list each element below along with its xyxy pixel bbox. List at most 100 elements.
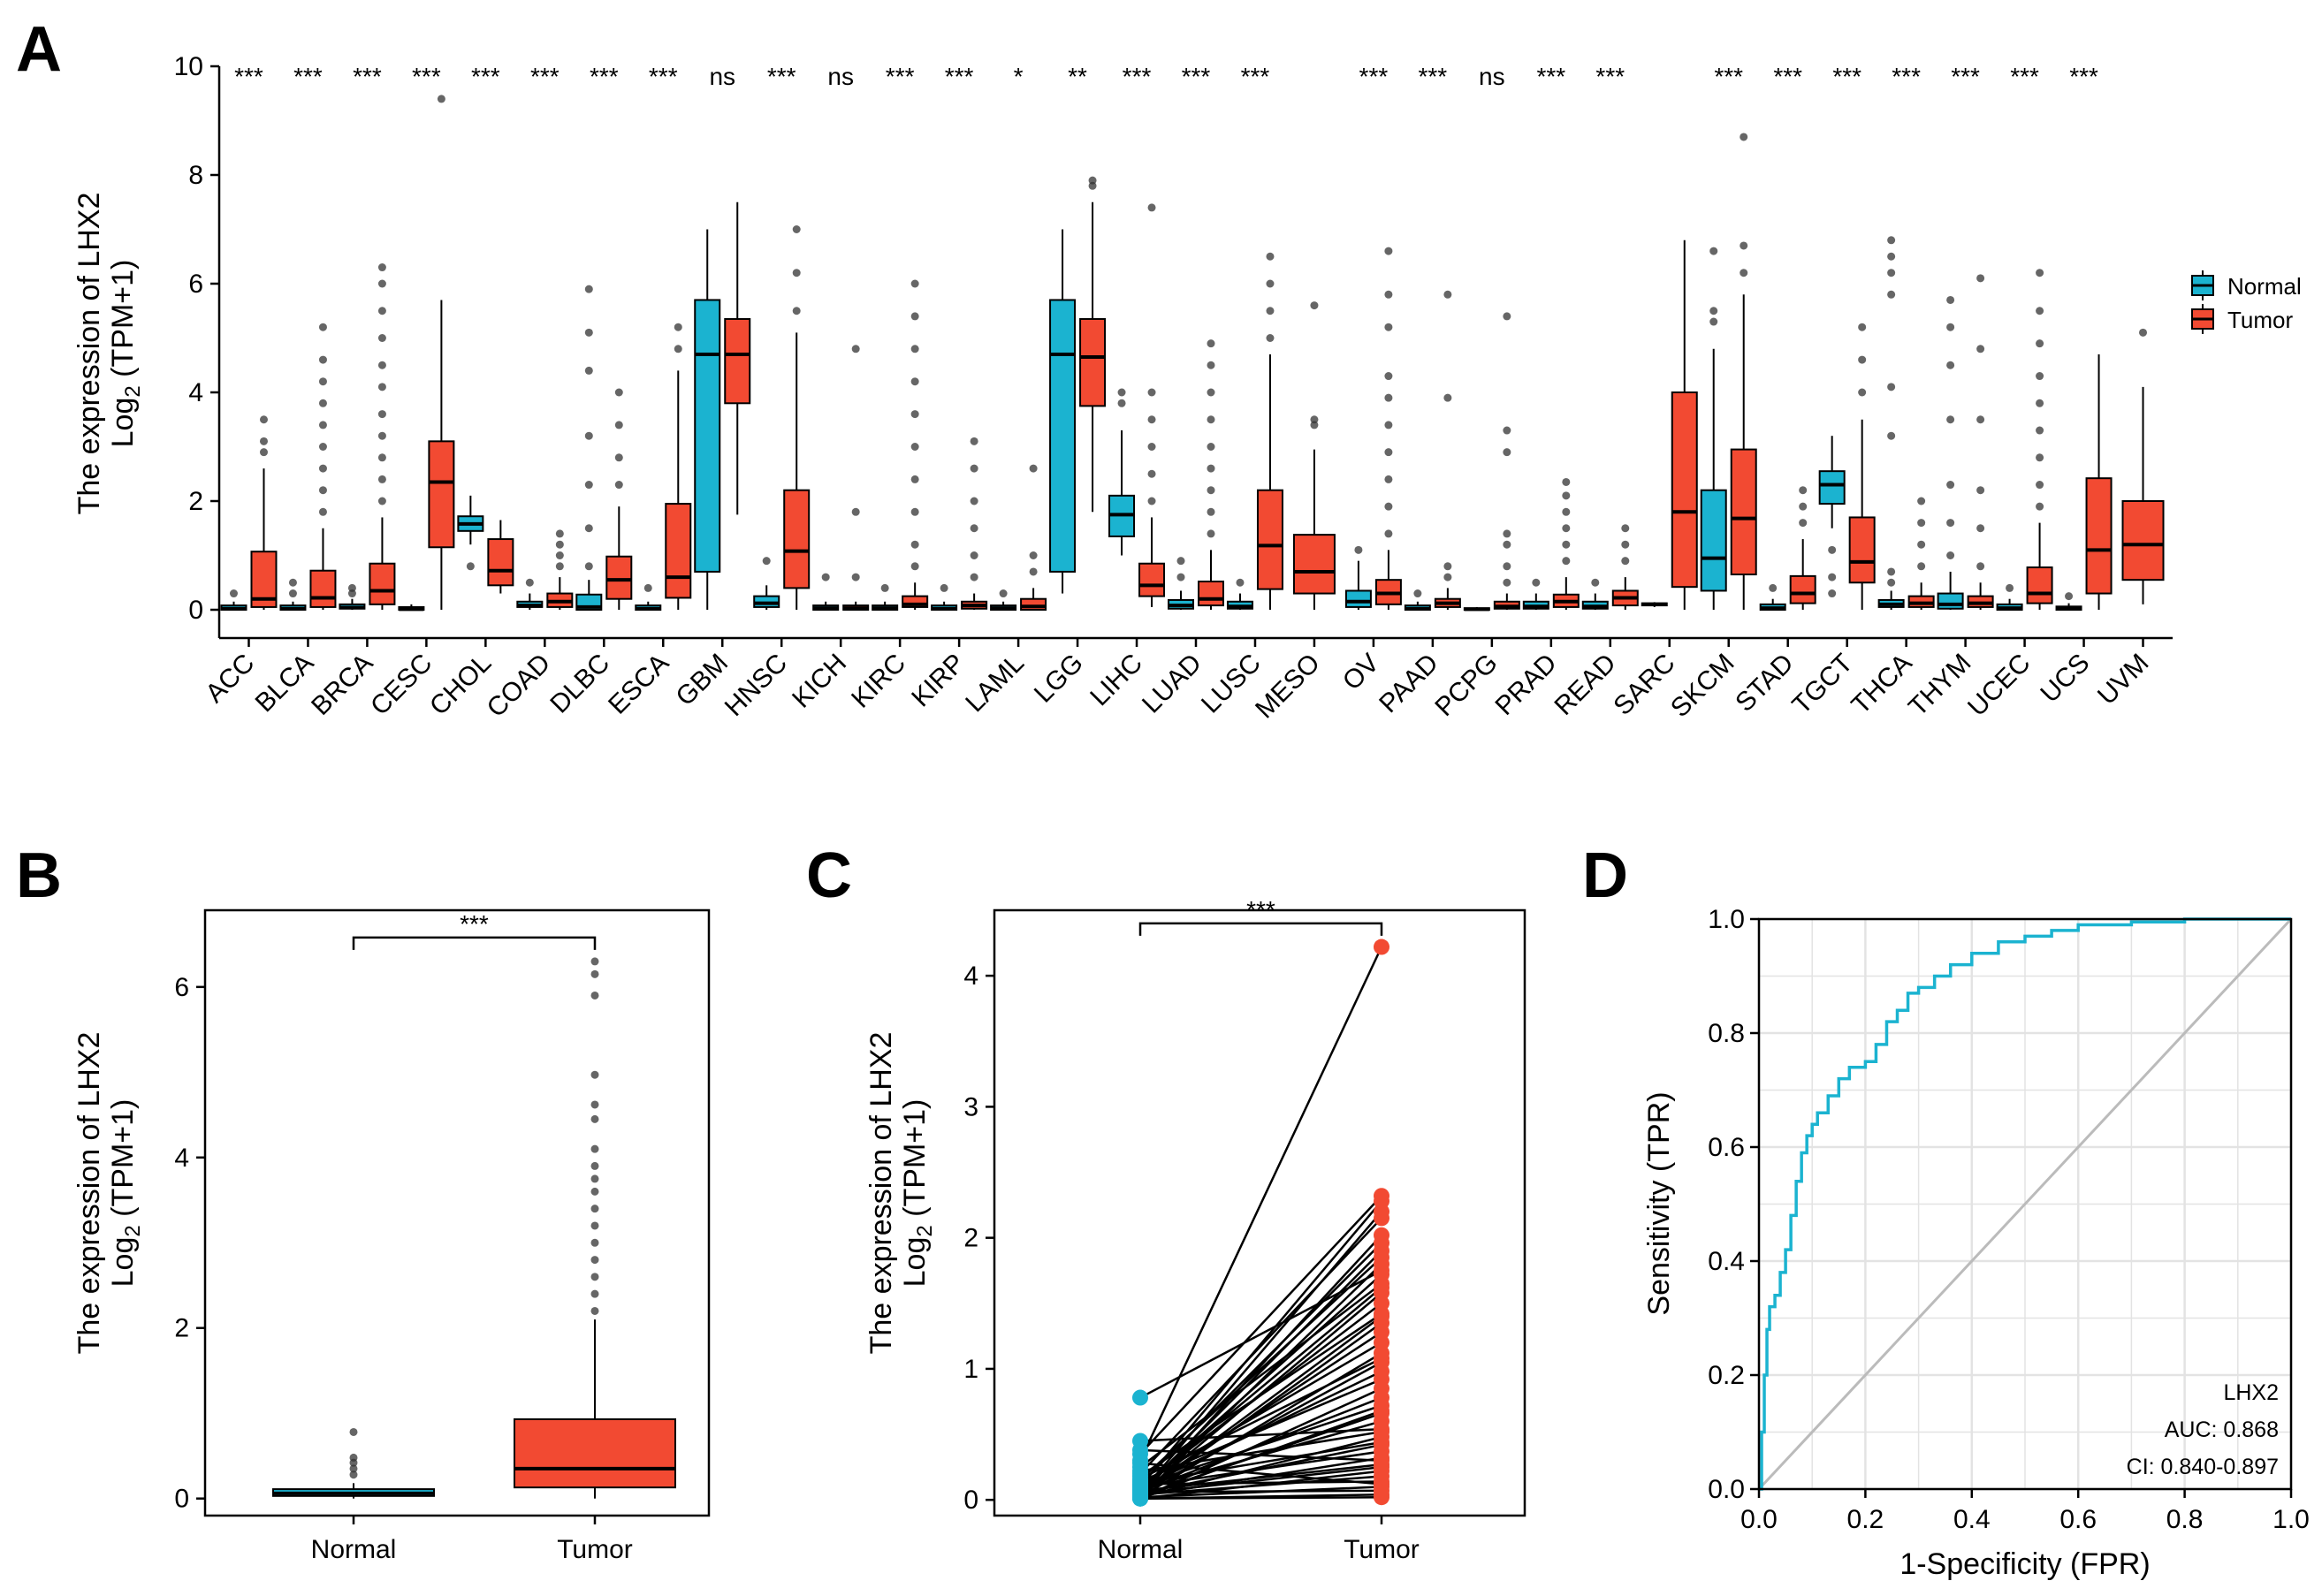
panel-a-ylabel-line1: The expression of LHX2 bbox=[72, 193, 106, 515]
panel-a-xtick-label-esca: ESCA bbox=[603, 649, 674, 720]
ylabel-log: Log bbox=[898, 1237, 932, 1288]
panel-c-frame bbox=[993, 908, 1526, 1517]
panel-a-xtick-label-kirc: KIRC bbox=[846, 649, 911, 714]
tumor-BRCA-outlier bbox=[377, 334, 386, 342]
tumor-LUSC-outlier bbox=[1266, 279, 1275, 288]
tumor-PRAD-outlier bbox=[1562, 491, 1571, 500]
tumor-HNSC-outlier bbox=[792, 269, 801, 277]
panel-b-tumor-outlier bbox=[590, 957, 599, 966]
tumor-LIHC-outlier bbox=[1147, 469, 1156, 478]
tumor-TGCT-outlier bbox=[1858, 355, 1867, 364]
tumor-UCEC-outlier bbox=[2036, 372, 2044, 381]
panel-c-normal-point bbox=[1132, 1389, 1148, 1406]
panel-a-sig-esca: *** bbox=[649, 63, 678, 90]
panel-a-xtick-label-chol: CHOL bbox=[424, 649, 497, 721]
tumor-LUAD-outlier bbox=[1207, 415, 1215, 424]
panel-c-pair-line bbox=[1139, 1312, 1382, 1478]
normal-UCS-outlier bbox=[2065, 592, 2074, 601]
panel-a-sig-chol: *** bbox=[471, 63, 500, 90]
roc-ci-label: CI: 0.840-0.897 bbox=[2127, 1455, 2279, 1479]
normal-COAD-outlier bbox=[525, 578, 534, 587]
tumor-LIHC-outlier bbox=[1147, 203, 1156, 212]
tumor-OV-outlier bbox=[1384, 393, 1393, 402]
panel-c-ytick-label: 1 bbox=[963, 1355, 978, 1384]
tumor-SKCM-box bbox=[1730, 448, 1757, 576]
panel-a-sig-read: *** bbox=[1595, 63, 1625, 90]
panel-c-pair-line bbox=[1139, 1448, 1382, 1462]
tumor-LIHC-outlier bbox=[1147, 415, 1156, 424]
normal-THCA-outlier bbox=[1887, 431, 1896, 440]
panel-a-xtick-label-blca: BLCA bbox=[250, 649, 320, 718]
panel-c-tumor-point bbox=[1374, 1308, 1389, 1325]
panel-d-xtick-label: 0.2 bbox=[1847, 1505, 1884, 1534]
panel-c-pair-line bbox=[1139, 1427, 1382, 1442]
panel-a-sig-lgg: ** bbox=[1068, 63, 1087, 90]
tumor-KIRP-outlier bbox=[970, 551, 978, 559]
normal-THCA-outlier bbox=[1887, 269, 1896, 277]
panel-b-tumor-outlier bbox=[590, 1205, 599, 1213]
panel-b-tumor-outlier bbox=[590, 1221, 599, 1230]
panel-a-xtick-label-kirp: KIRP bbox=[906, 649, 971, 713]
panel-c-pair-line bbox=[1139, 1217, 1382, 1475]
tumor-KIRC-outlier bbox=[910, 443, 919, 451]
panel-a-sig-blca: *** bbox=[293, 63, 323, 90]
tumor-ESCA-box bbox=[665, 503, 692, 599]
normal-DLBC-outlier bbox=[584, 366, 593, 375]
tumor-KIRC-outlier bbox=[910, 279, 919, 288]
panel-a-boxes bbox=[220, 95, 2165, 612]
tumor-LUAD-box bbox=[1198, 581, 1224, 607]
tumor-BRCA-outlier bbox=[377, 263, 386, 272]
normal-THCA-outlier bbox=[1887, 290, 1896, 299]
tumor-LGG-outlier bbox=[1088, 181, 1097, 190]
tumor-READ-outlier bbox=[1621, 557, 1630, 566]
normal-THYM-box bbox=[1937, 592, 1964, 610]
panel-b-normal-outlier bbox=[349, 1427, 358, 1436]
panel-c-normal-point bbox=[1132, 1455, 1148, 1471]
tumor-PRAD-outlier bbox=[1562, 477, 1571, 486]
normal-PAAD-outlier bbox=[1413, 589, 1422, 598]
panel-a-y-ticks: 0 2 4 6 8 10 bbox=[174, 52, 219, 625]
panel-a-xtick-label-meso: MESO bbox=[1250, 649, 1326, 725]
panel-c-tumor-point bbox=[1374, 1476, 1389, 1493]
panel-c-sig-label: *** bbox=[1246, 896, 1275, 923]
panel-a-xtick-label-thym: THYM bbox=[1903, 649, 1976, 722]
tumor-OV-outlier bbox=[1384, 475, 1393, 483]
panel-c-pair-line bbox=[1139, 1315, 1382, 1496]
panel-d-roc-curve bbox=[1759, 917, 2291, 1491]
panel-c-tumor-point bbox=[1374, 1459, 1389, 1476]
tumor-KIRC-outlier bbox=[910, 377, 919, 386]
panel-a-xtick-label-hnsc: HNSC bbox=[719, 649, 793, 722]
normal-THYM-outlier bbox=[1946, 551, 1955, 559]
tumor-LGG-box bbox=[1079, 317, 1107, 407]
normal-SKCM-outlier bbox=[1709, 307, 1718, 315]
tumor-DLBC-outlier bbox=[614, 453, 623, 462]
panel-b-ytick-label: 0 bbox=[174, 1485, 189, 1514]
panel-a-xtick-label-stad: STAD bbox=[1730, 649, 1799, 718]
tumor-TGCT-outlier bbox=[1858, 323, 1867, 331]
panel-b-tumor-outlier bbox=[590, 1306, 599, 1315]
tumor-LUAD-outlier bbox=[1207, 529, 1215, 538]
panel-a-sig-kirp: *** bbox=[945, 63, 974, 90]
panel-c-ytick-label: 4 bbox=[963, 961, 978, 991]
tumor-PCPG-outlier bbox=[1503, 529, 1511, 538]
tumor-CESC-outlier bbox=[437, 95, 445, 103]
tumor-GBM-box bbox=[724, 317, 751, 405]
panel-a-sig-lusc: *** bbox=[1241, 63, 1270, 90]
tumor-OV-outlier bbox=[1384, 372, 1393, 381]
tumor-HNSC-outlier bbox=[792, 225, 801, 233]
tumor-PCPG-outlier bbox=[1503, 448, 1511, 457]
panel-a-ytick-label: 2 bbox=[188, 487, 203, 516]
ylabel-subscript: 2 bbox=[121, 1225, 145, 1236]
tumor-READ-outlier bbox=[1621, 524, 1630, 533]
panel-d-diagonal bbox=[1757, 917, 2293, 1491]
panel-a-sig-ov: *** bbox=[1359, 63, 1389, 90]
panel-c-ytick-label: 3 bbox=[963, 1092, 978, 1121]
tumor-THYM-outlier bbox=[1976, 345, 1985, 353]
tumor-SARC-box bbox=[1671, 391, 1698, 589]
tumor-KIRP-outlier bbox=[970, 524, 978, 533]
panel-label-b: B bbox=[16, 840, 62, 911]
panel-a-sig-laml: * bbox=[1014, 63, 1024, 90]
ylabel-tail: (TPM+1) bbox=[106, 260, 140, 386]
panel-b-ytick-label: 4 bbox=[174, 1144, 189, 1173]
tumor-TGCT-outlier bbox=[1858, 388, 1867, 397]
